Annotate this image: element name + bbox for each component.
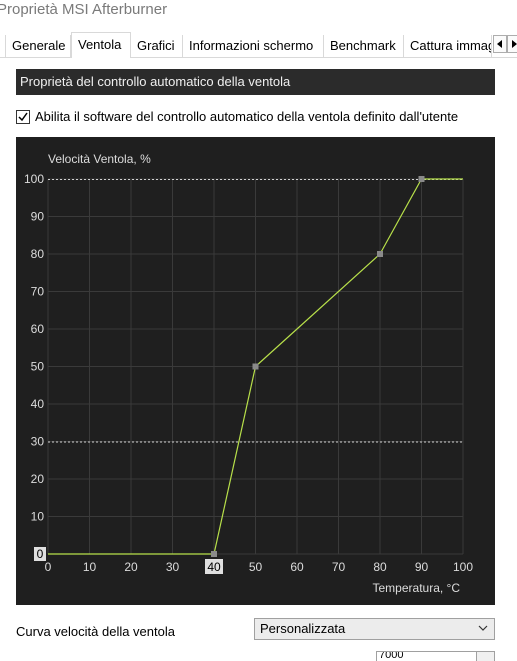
y-tick-label: 10 — [31, 510, 45, 524]
auto-fan-label: Abilita il software del controllo automa… — [35, 109, 459, 124]
x-tick-label: 0 — [45, 560, 52, 574]
y-tick-label: 20 — [31, 472, 45, 486]
tab-strip-border — [0, 57, 517, 58]
title-bar: Proprietà MSI Afterburner — [0, 0, 517, 30]
fan-curve-selected: Personalizzata — [260, 621, 346, 636]
tab-informazioni-schermo[interactable]: Informazioni schermo — [183, 35, 324, 57]
fan-curve-dropdown[interactable]: Personalizzata — [254, 618, 495, 640]
tab-generale[interactable]: Generale — [5, 35, 71, 57]
x-tick-label: 10 — [83, 560, 97, 574]
curve-control-point[interactable] — [377, 251, 383, 257]
tab-scroll-left-button[interactable] — [493, 35, 507, 53]
auto-fan-checkbox[interactable] — [16, 110, 30, 124]
x-tick-label: 30 — [166, 560, 180, 574]
fan-curve-svg[interactable]: 0 10 20 30 40 50 60 70 80 90 100 0 10 20 30 40 50 60 70 80… — [16, 137, 495, 605]
curve-control-point[interactable] — [418, 176, 425, 182]
chart-x-axis-label: Temperatura, °C — [373, 581, 461, 595]
y-tick-label: 0 — [37, 547, 44, 561]
y-tick-label: 60 — [31, 322, 45, 336]
chart-y-ticks: 0 10 20 30 40 50 60 70 80 90 100 — [24, 172, 46, 561]
curve-control-point[interactable] — [211, 551, 217, 557]
x-tick-label: 90 — [415, 560, 429, 574]
checkmark-icon — [18, 112, 28, 122]
y-tick-label: 30 — [31, 435, 45, 449]
x-tick-highlight — [205, 559, 223, 574]
y-tick-label: 50 — [31, 360, 45, 374]
tab-cattura-immagini[interactable]: Cattura immag — [404, 35, 492, 57]
chart-x-ticks: 0 10 20 30 40 50 60 70 80 90 100 — [45, 559, 473, 574]
chart-control-points[interactable] — [211, 176, 425, 557]
chart-series — [48, 178, 463, 555]
chevron-down-icon — [478, 625, 488, 631]
chart-reference-lines — [48, 179, 463, 443]
x-tick-label: 60 — [290, 560, 304, 574]
y-tick-label: 100 — [24, 172, 44, 186]
fan-curve-line — [48, 178, 463, 555]
x-tick-label: 70 — [332, 560, 346, 574]
chart-y-axis-label: Velocità Ventola, % — [48, 152, 151, 166]
fan-speed-input[interactable]: 7000 — [376, 651, 495, 661]
x-tick-label: 50 — [249, 560, 263, 574]
x-tick-label: 80 — [373, 560, 387, 574]
chart-grid — [47, 178, 464, 555]
section-title: Proprietà del controllo automatico della… — [16, 69, 495, 95]
curve-control-point[interactable] — [252, 363, 259, 370]
y-tick-label: 90 — [31, 210, 45, 224]
triangle-left-icon — [497, 40, 502, 48]
fan-curve-label: Curva velocità della ventola — [16, 624, 175, 639]
tab-scroll-right-button[interactable] — [507, 35, 517, 53]
window-title: Proprietà MSI Afterburner — [0, 1, 168, 18]
fan-speed-spinner[interactable] — [476, 652, 494, 661]
tab-ventola[interactable]: Ventola — [71, 32, 131, 58]
y-tick-label: 80 — [31, 247, 45, 261]
tab-benchmark[interactable]: Benchmark — [324, 35, 404, 57]
tab-strip: Generale Ventola Grafici Informazioni sc… — [0, 30, 517, 58]
x-tick-label: 40 — [207, 560, 221, 574]
x-tick-label: 100 — [453, 560, 473, 574]
x-tick-label: 20 — [124, 560, 138, 574]
fan-curve-chart[interactable]: 0 10 20 30 40 50 60 70 80 90 100 0 10 20 30 40 50 60 70 80… — [16, 137, 495, 605]
y-tick-highlight — [34, 547, 46, 561]
triangle-right-icon — [512, 40, 517, 48]
tab-grafici[interactable]: Grafici — [131, 35, 183, 57]
y-tick-label: 40 — [31, 397, 45, 411]
y-tick-label: 70 — [31, 285, 45, 299]
fan-speed-value: 7000 — [379, 651, 404, 661]
